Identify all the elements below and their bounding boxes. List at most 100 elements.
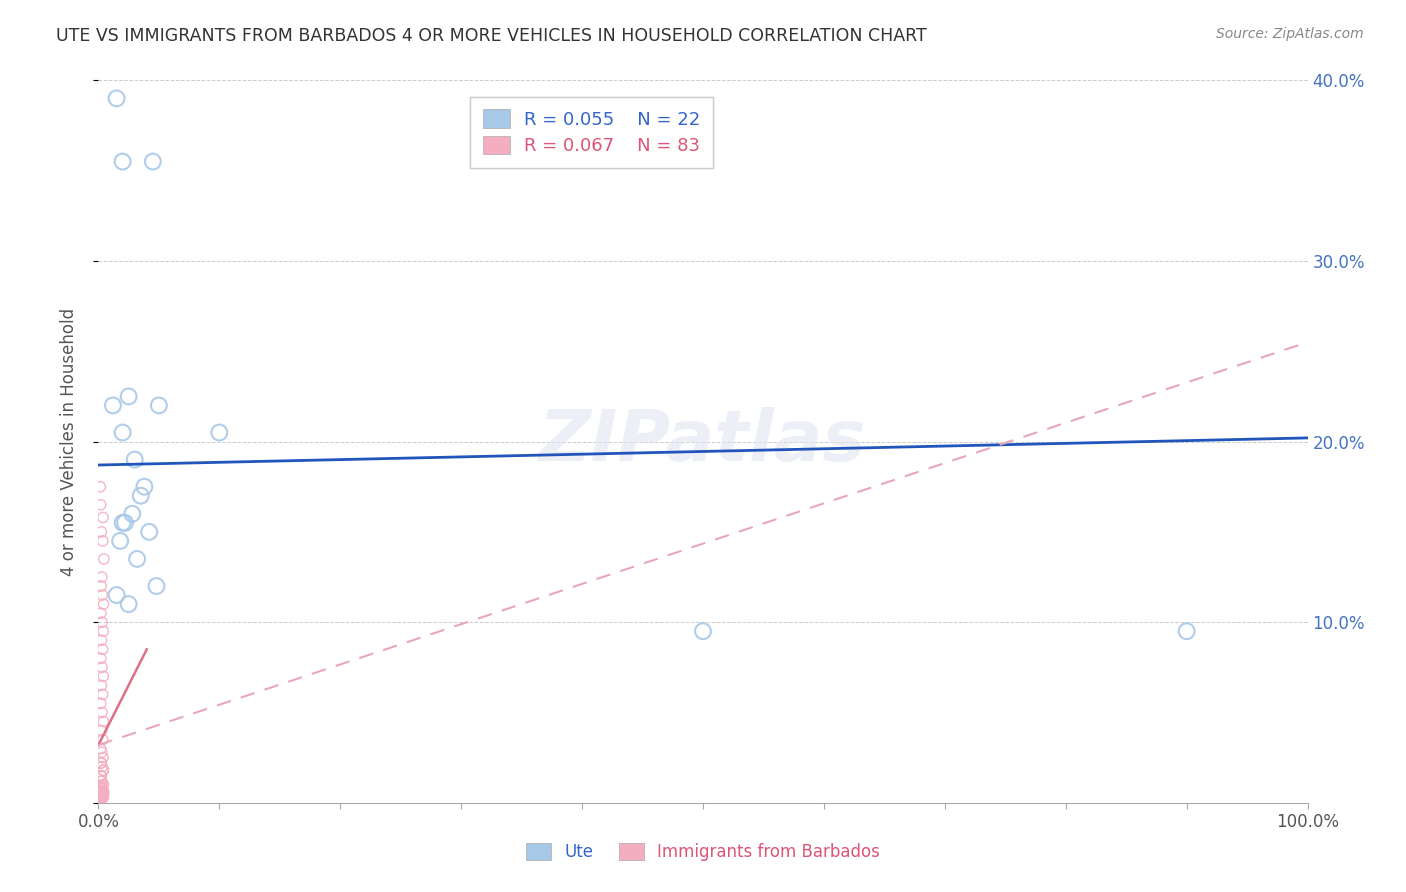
- Point: [90, 769, 112, 783]
- Point: [91, 790, 114, 805]
- Point: [90, 781, 112, 796]
- Point: [105, 588, 128, 602]
- Point: [145, 579, 167, 593]
- Point: [90, 769, 112, 783]
- Point: [91, 642, 114, 657]
- Point: [90, 787, 112, 801]
- Point: [91, 781, 114, 796]
- Point: [91, 787, 114, 801]
- Point: [90, 498, 112, 512]
- Point: [91, 660, 114, 674]
- Point: [118, 389, 141, 403]
- Point: [91, 787, 114, 801]
- Point: [90, 774, 112, 789]
- Point: [90, 606, 112, 620]
- Point: [208, 425, 231, 440]
- Point: [127, 552, 149, 566]
- Point: [91, 783, 114, 797]
- Point: [91, 790, 114, 805]
- Point: [90, 780, 112, 794]
- Point: [124, 452, 146, 467]
- Point: [91, 789, 114, 803]
- Point: [90, 785, 112, 799]
- Point: [1175, 624, 1198, 639]
- Y-axis label: 4 or more Vehicles in Household: 4 or more Vehicles in Household: [59, 308, 77, 575]
- Point: [91, 790, 114, 805]
- Point: [90, 787, 112, 801]
- Point: [90, 756, 112, 770]
- Point: [142, 154, 165, 169]
- Point: [90, 651, 112, 665]
- Point: [91, 790, 114, 805]
- Point: [101, 398, 124, 412]
- Point: [91, 510, 114, 524]
- Point: [90, 524, 112, 539]
- Point: [138, 524, 160, 539]
- Point: [90, 756, 112, 770]
- Point: [93, 552, 115, 566]
- Point: [90, 781, 112, 796]
- Point: [91, 789, 114, 803]
- Point: [91, 789, 114, 803]
- Point: [90, 785, 112, 799]
- Point: [90, 741, 112, 756]
- Point: [90, 790, 112, 805]
- Point: [91, 615, 114, 630]
- Point: [93, 787, 115, 801]
- Point: [90, 792, 112, 806]
- Point: [90, 787, 112, 801]
- Point: [91, 785, 114, 799]
- Point: [93, 785, 115, 799]
- Point: [134, 480, 156, 494]
- Point: [91, 789, 114, 803]
- Point: [89, 480, 111, 494]
- Point: [121, 507, 143, 521]
- Point: [91, 785, 114, 799]
- Point: [91, 785, 114, 799]
- Point: [90, 787, 112, 801]
- Point: [91, 732, 114, 747]
- Point: [91, 714, 114, 729]
- Point: [90, 697, 112, 711]
- Point: [114, 516, 136, 530]
- Point: [105, 91, 128, 105]
- Point: [91, 778, 114, 792]
- Point: [91, 787, 114, 801]
- Point: [148, 398, 170, 412]
- Text: Source: ZipAtlas.com: Source: ZipAtlas.com: [1216, 27, 1364, 41]
- Point: [692, 624, 714, 639]
- Point: [91, 624, 114, 639]
- Point: [90, 789, 112, 803]
- Point: [91, 687, 114, 701]
- Point: [91, 588, 114, 602]
- Point: [90, 579, 112, 593]
- Point: [91, 778, 114, 792]
- Point: [90, 781, 112, 796]
- Point: [90, 678, 112, 692]
- Point: [90, 723, 112, 738]
- Point: [91, 760, 114, 774]
- Point: [118, 597, 141, 611]
- Point: [91, 787, 114, 801]
- Point: [108, 533, 131, 548]
- Legend: R = 0.055    N = 22, R = 0.067    N = 83: R = 0.055 N = 22, R = 0.067 N = 83: [470, 96, 713, 168]
- Point: [91, 669, 114, 683]
- Point: [91, 706, 114, 720]
- Point: [91, 781, 114, 796]
- Text: UTE VS IMMIGRANTS FROM BARBADOS 4 OR MORE VEHICLES IN HOUSEHOLD CORRELATION CHAR: UTE VS IMMIGRANTS FROM BARBADOS 4 OR MOR…: [56, 27, 927, 45]
- Legend: Ute, Immigrants from Barbados: Ute, Immigrants from Barbados: [513, 830, 893, 875]
- Point: [91, 789, 114, 803]
- Point: [90, 790, 112, 805]
- Point: [90, 790, 112, 805]
- Point: [91, 781, 114, 796]
- Point: [91, 789, 114, 803]
- Text: ZIPatlas: ZIPatlas: [540, 407, 866, 476]
- Point: [91, 750, 114, 764]
- Point: [91, 789, 114, 803]
- Point: [91, 764, 114, 778]
- Point: [90, 790, 112, 805]
- Point: [90, 745, 112, 759]
- Point: [90, 570, 112, 584]
- Point: [90, 785, 112, 799]
- Point: [91, 774, 114, 789]
